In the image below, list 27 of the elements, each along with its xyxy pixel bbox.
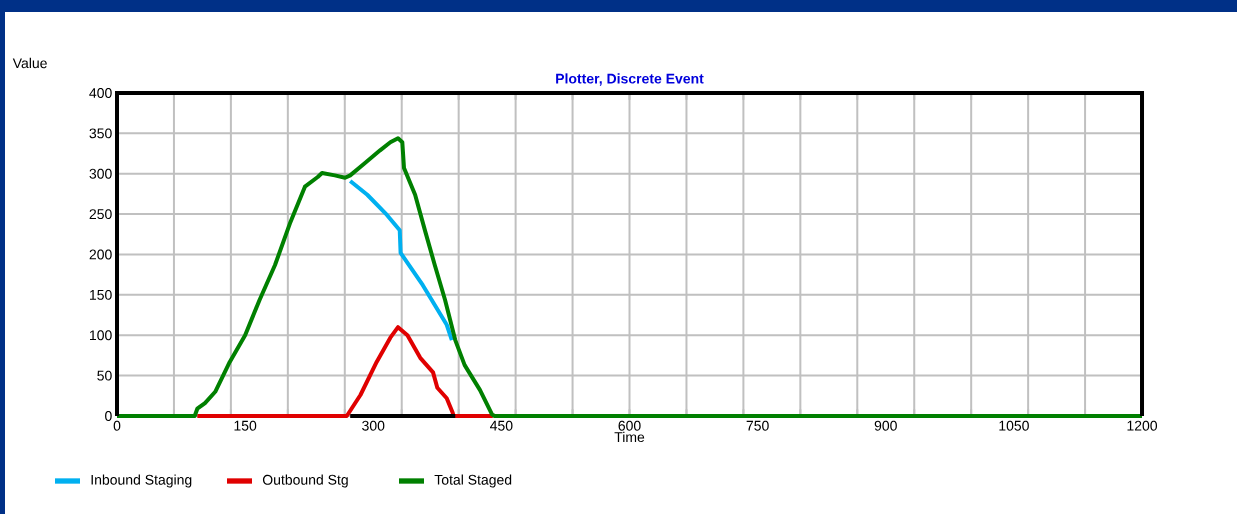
y-tick-label: 0 <box>105 411 112 421</box>
x-tick-label: 1200 <box>1127 420 1158 431</box>
x-tick-label: 300 <box>362 420 385 431</box>
y-tick-label: 50 <box>97 370 112 381</box>
legend-label: Inbound Staging <box>91 474 192 488</box>
line-series <box>115 136 1145 418</box>
legend-label: Total Staged <box>434 474 512 488</box>
x-tick-label: 0 <box>113 420 121 431</box>
y-axis-title: Value <box>12 57 47 69</box>
y-tick-label: 350 <box>89 128 112 139</box>
y-tick-label: 400 <box>89 88 112 98</box>
y-tick-label: 200 <box>89 249 112 260</box>
x-tick-label: 900 <box>874 420 897 431</box>
x-tick-label: 150 <box>234 420 257 431</box>
y-tick-label: 100 <box>90 330 112 341</box>
y-tick-label: 300 <box>89 168 112 179</box>
x-tick-label: 450 <box>490 420 513 431</box>
x-axis-title: Time <box>614 431 645 443</box>
line-series <box>195 325 495 418</box>
line-series <box>348 179 454 343</box>
chart-title: Plotter, Discrete Event <box>556 73 704 86</box>
x-tick-label: 750 <box>746 420 769 431</box>
x-tick-label: 1050 <box>999 420 1029 431</box>
y-tick-label: 250 <box>89 209 112 220</box>
x-tick-label: 600 <box>618 420 641 431</box>
legend-label: Outbound Stg <box>262 474 348 488</box>
y-tick-label: 150 <box>90 289 112 300</box>
